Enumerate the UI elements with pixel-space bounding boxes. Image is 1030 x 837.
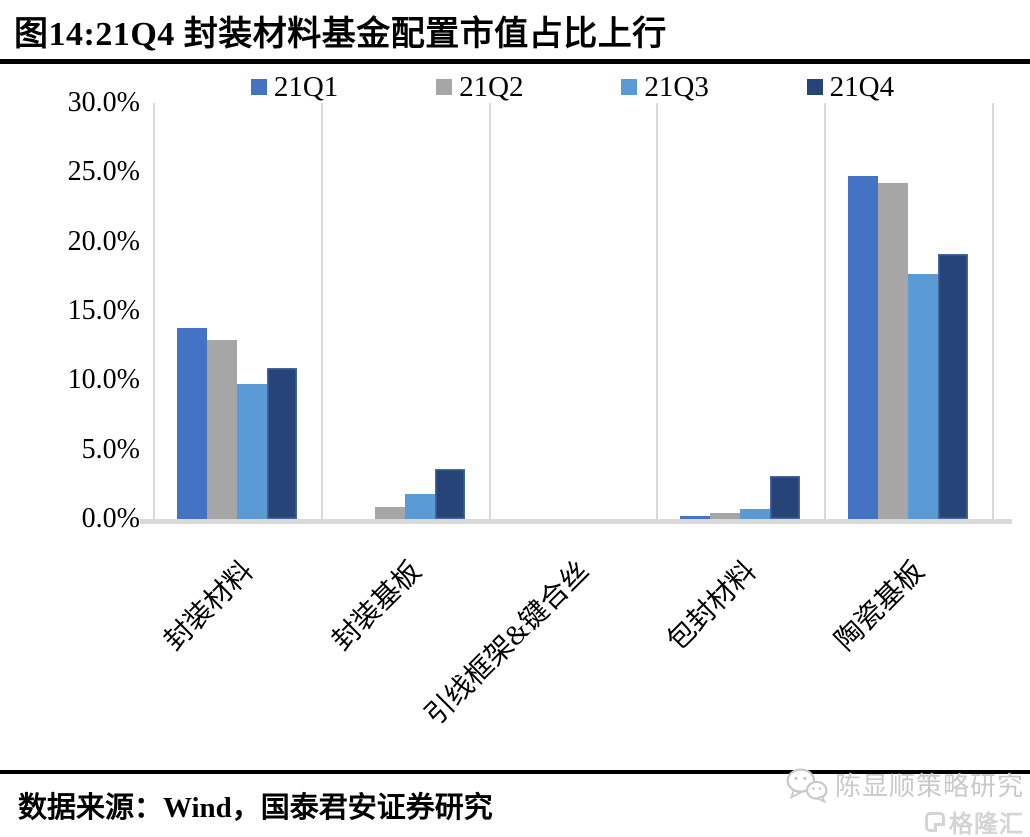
legend-item-21q3: 21Q3 (621, 70, 709, 103)
y-tick-label: 0.0% (81, 503, 140, 534)
y-tick-label: 15.0% (67, 295, 140, 326)
legend-item-21q2: 21Q2 (436, 70, 524, 103)
y-tick-label: 10.0% (67, 364, 140, 396)
legend-swatch-21q2 (436, 79, 453, 95)
x-category-label: 封装材料 (158, 555, 260, 657)
legend-label: 21Q3 (644, 70, 709, 103)
gelonghui-logo-icon (925, 811, 945, 832)
y-axis-line (153, 103, 155, 519)
legend-label: 21Q2 (459, 70, 524, 103)
x-category-label: 包封材料 (661, 555, 763, 657)
category-divider-line (656, 103, 659, 519)
legend-item-21q1: 21Q1 (250, 70, 339, 103)
legend-item-21q4: 21Q4 (806, 70, 895, 103)
category-divider-line (824, 103, 827, 519)
category-divider-line (320, 103, 323, 519)
bar-21q2-陶瓷基板 (878, 183, 909, 519)
legend-label: 21Q1 (273, 70, 339, 103)
y-tick-label: 20.0% (67, 225, 140, 257)
bar-21q2-封装基板 (374, 506, 405, 519)
bar-21q4-封装材料 (267, 367, 297, 519)
bar-21q4-陶瓷基板 (938, 254, 969, 519)
bar-21q3-陶瓷基板 (908, 273, 939, 519)
bar-21q3-封装基板 (404, 494, 435, 519)
title-divider-line (0, 59, 1030, 64)
bar-21q2-包封材料 (710, 513, 741, 519)
data-source-text: 数据来源：Wind，国泰君安证券研究 (18, 792, 493, 824)
category-divider-line (992, 103, 994, 519)
y-tick-label: 30.0% (67, 87, 140, 118)
wechat-icon (786, 768, 828, 803)
watermark-platform-row: 格隆汇 (724, 804, 1024, 837)
bar-21q4-包封材料 (770, 476, 801, 519)
bar-21q3-封装材料 (237, 384, 267, 519)
legend-swatch-21q3 (621, 79, 638, 95)
y-tick-label: 5.0% (81, 433, 140, 465)
watermark-account-name: 陈显顺策略研究 (834, 772, 1024, 801)
y-tick-label: 25.0% (67, 156, 140, 188)
watermark: 陈显顺策略研究 格隆汇 (724, 766, 1024, 837)
legend-label: 21Q4 (829, 70, 895, 103)
category-divider-line (488, 103, 491, 519)
watermark-platform-name: 格隆汇 (949, 812, 1024, 837)
chart-legend: 21Q1 21Q2 21Q3 21Q4 (153, 72, 992, 102)
footer-divider-line (0, 770, 1030, 774)
x-category-label: 引线框架&键合丝 (419, 555, 596, 732)
legend-swatch-21q4 (806, 79, 823, 95)
x-category-label: 陶瓷基板 (829, 555, 931, 657)
watermark-account-row: 陈显顺策略研究 (724, 766, 1024, 803)
bar-21q1-陶瓷基板 (848, 176, 879, 519)
bar-21q2-封装材料 (207, 340, 237, 519)
x-category-label: 封装基板 (326, 555, 428, 657)
bar-21q1-封装材料 (177, 327, 207, 519)
bar-21q3-包封材料 (740, 509, 771, 519)
x-axis-line (140, 519, 1012, 524)
bar-21q4-封装基板 (434, 469, 465, 519)
figure-title: 图14:21Q4 封装材料基金配置市值占比上行 (14, 16, 667, 53)
legend-swatch-21q1 (250, 79, 267, 95)
bar-21q1-包封材料 (680, 516, 711, 519)
